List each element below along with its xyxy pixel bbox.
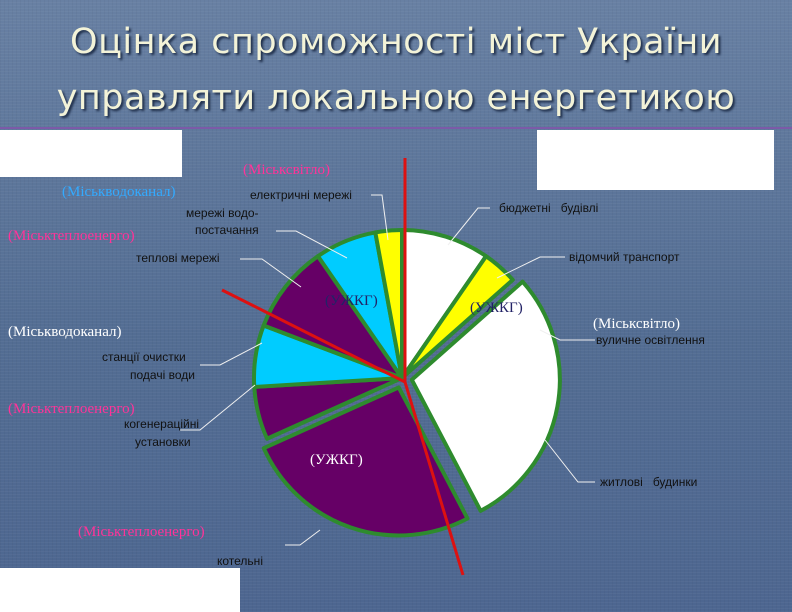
title-underline (0, 127, 792, 129)
label-water-plants-line1: станції очистки (102, 350, 186, 364)
leader-line-heat-network (240, 258, 302, 288)
leader-line-residential (544, 439, 595, 483)
white-cover-box-top-right (537, 130, 774, 190)
pie-slice-9 (373, 228, 404, 380)
leader-line-budget (447, 207, 490, 246)
annotation-uzhkg-left: (УЖКГ) (325, 293, 378, 309)
operator-annotations: (Міськсвітло) (Міськводоканал) (Міськтеп… (8, 162, 680, 540)
label-water-networks-line2: постачання (195, 223, 259, 237)
leader-line-transport (496, 256, 565, 279)
slide-title-line-2: управляти локальною енергетикою (56, 78, 736, 118)
divider-left (221, 288, 406, 384)
label-water-networks-line1: мережі водо- (186, 206, 259, 220)
label-agency-transport: відомчий транспорт (569, 250, 680, 264)
annotation-misksvitlo-right: (Міськсвітло) (593, 316, 680, 332)
label-heat-networks: теплові мережі (136, 251, 220, 265)
slice-labels: електричні мережі мережі водо- постачанн… (102, 188, 705, 568)
pie-slice-3 (409, 279, 562, 513)
label-residential-buildings: житлові будинки (600, 475, 697, 489)
annotation-miskteploenergo-mid: (Міськтеплоенерго) (8, 401, 135, 417)
label-electric-networks: електричні мережі (250, 188, 352, 202)
annotation-miskteploenergo-top: (Міськтеплоенерго) (8, 228, 135, 244)
leader-lines (180, 194, 595, 546)
label-cogeneration-line1: когенераційні (124, 417, 199, 431)
red-divider-lines (221, 158, 465, 576)
annotation-misksvitlo-top: (Міськсвітло) (243, 162, 330, 178)
annotation-miskteploenergo-bottom: (Міськтеплоенерго) (78, 524, 205, 540)
leader-line-boilers (285, 529, 321, 546)
annotation-uzhkg-bottom: (УЖКГ) (310, 452, 363, 468)
label-budget-buildings: бюджетні будівлі (499, 201, 598, 215)
leader-line-street-light (539, 329, 595, 341)
leader-line-water-network (276, 230, 348, 259)
label-boilers: котельні (217, 554, 263, 568)
pie-slices (252, 228, 562, 538)
pie-slice-1 (400, 254, 515, 380)
annotation-miskvodokanal-top: (Міськводоканал) (62, 184, 175, 200)
label-water-plants-line2: подачі води (130, 368, 195, 382)
white-cover-box-bottom-left (0, 568, 240, 612)
leader-line-water-plants (200, 342, 263, 366)
white-cover-box-top-left (0, 130, 182, 177)
slide-title-line-1: Оцінка спроможності міст України (70, 22, 722, 62)
label-cogeneration-line2: установки (135, 435, 191, 449)
label-street-lighting: вуличне освітлення (596, 333, 705, 347)
divider-bottom (403, 381, 465, 576)
leader-line-electric (371, 194, 389, 241)
leader-line-cogeneration (180, 384, 256, 431)
annotation-uzhkg-right: (УЖКГ) (470, 300, 523, 316)
annotation-miskvodokanal-mid: (Міськводоканал) (8, 324, 121, 340)
